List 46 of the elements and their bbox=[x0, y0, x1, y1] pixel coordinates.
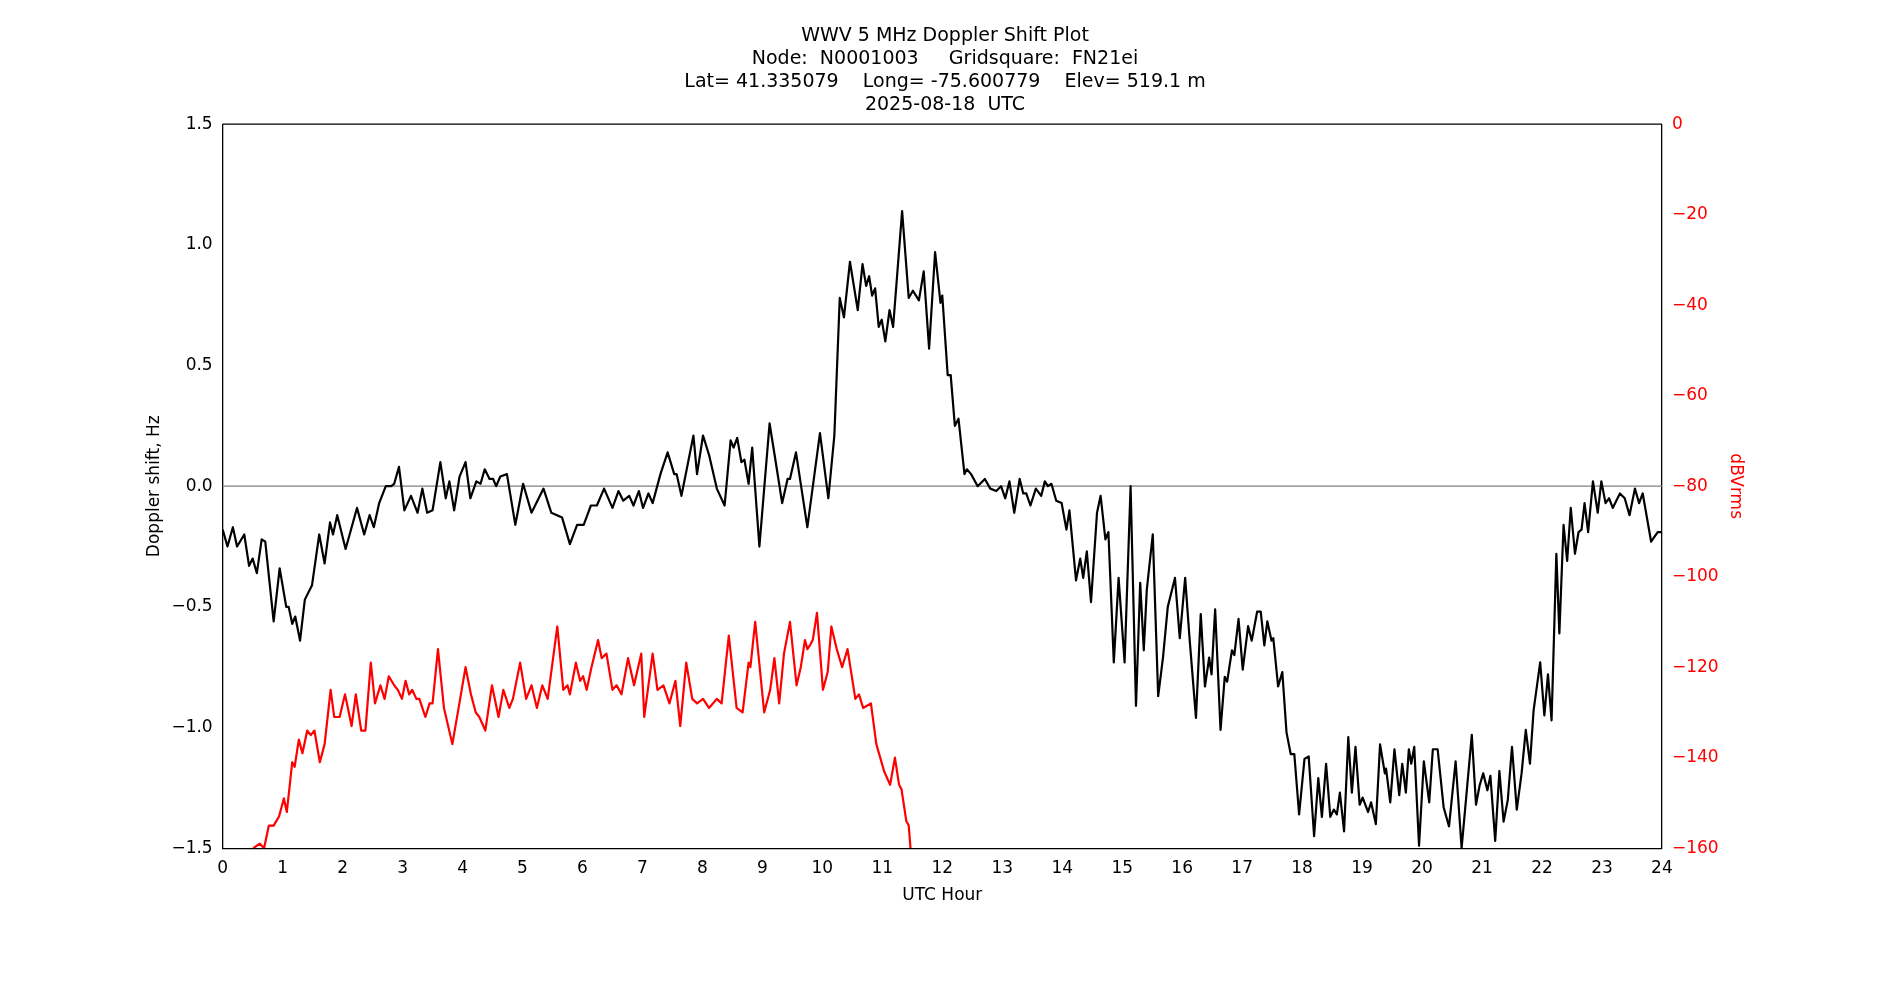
y2-axis-title: dBVrms bbox=[1727, 453, 1748, 520]
x-tick-label: 22 bbox=[1531, 856, 1553, 877]
y-tick-label: −1.5 bbox=[171, 836, 213, 857]
y-tick-label: 0.5 bbox=[185, 353, 213, 374]
y2-tick-label: −120 bbox=[1671, 655, 1719, 676]
y-tick-label: −0.5 bbox=[171, 595, 213, 616]
x-tick-label: 9 bbox=[756, 856, 768, 877]
x-tick-label: 5 bbox=[517, 856, 528, 877]
x-tick-label: 11 bbox=[871, 856, 894, 877]
y2-tick-label: −20 bbox=[1671, 203, 1708, 224]
y2-tick-label: −160 bbox=[1671, 836, 1719, 857]
x-tick-label: 3 bbox=[397, 856, 408, 877]
x-tick-label: 8 bbox=[697, 856, 708, 877]
y-axis-title: Doppler shift, Hz bbox=[142, 415, 163, 558]
chart-subtitle: Node: N0001003 Gridsquare: FN21ei Lat= 41.335079 Long= -75.600779 Elev= 519.1 m 2025-08-18 UTC bbox=[684, 46, 1206, 114]
x-tick-label: 7 bbox=[637, 856, 648, 877]
x-axis-title: UTC Hour bbox=[902, 884, 983, 905]
y2-tick-label: −100 bbox=[1671, 565, 1719, 586]
x-tick-label: 17 bbox=[1231, 856, 1253, 877]
y2-tick-label: −40 bbox=[1671, 293, 1708, 314]
x-tick-label: 24 bbox=[1651, 856, 1673, 877]
x-tick-label: 21 bbox=[1471, 856, 1493, 877]
x-tick-label: 10 bbox=[811, 856, 834, 877]
y-tick-label: 0.0 bbox=[185, 474, 213, 495]
y-tick-label: 1.0 bbox=[185, 233, 213, 254]
y2-tick-label: −60 bbox=[1671, 384, 1708, 405]
y2-tick-label: 0 bbox=[1671, 112, 1683, 133]
y-tick-label: 1.5 bbox=[185, 112, 213, 133]
y2-tick-label: −80 bbox=[1671, 474, 1708, 495]
x-tick-label: 0 bbox=[217, 856, 229, 877]
y-tick-label: −1.0 bbox=[171, 715, 213, 736]
x-tick-label: 14 bbox=[1051, 856, 1074, 877]
x-tick-label: 16 bbox=[1171, 856, 1193, 877]
x-tick-label: 15 bbox=[1111, 856, 1134, 877]
x-tick-label: 23 bbox=[1591, 856, 1613, 877]
x-tick-label: 2 bbox=[337, 856, 349, 877]
x-tick-label: 6 bbox=[577, 856, 588, 877]
chart-title: WWV 5 MHz Doppler Shift Plot bbox=[801, 23, 1089, 46]
x-tick-label: 12 bbox=[931, 856, 954, 877]
y2-tick-label: −140 bbox=[1671, 746, 1719, 767]
x-tick-label: 18 bbox=[1291, 856, 1313, 877]
x-tick-label: 19 bbox=[1351, 856, 1373, 877]
x-tick-label: 13 bbox=[991, 856, 1014, 877]
x-tick-label: 4 bbox=[457, 856, 468, 877]
x-tick-label: 20 bbox=[1411, 856, 1433, 877]
x-tick-label: 1 bbox=[277, 856, 289, 877]
